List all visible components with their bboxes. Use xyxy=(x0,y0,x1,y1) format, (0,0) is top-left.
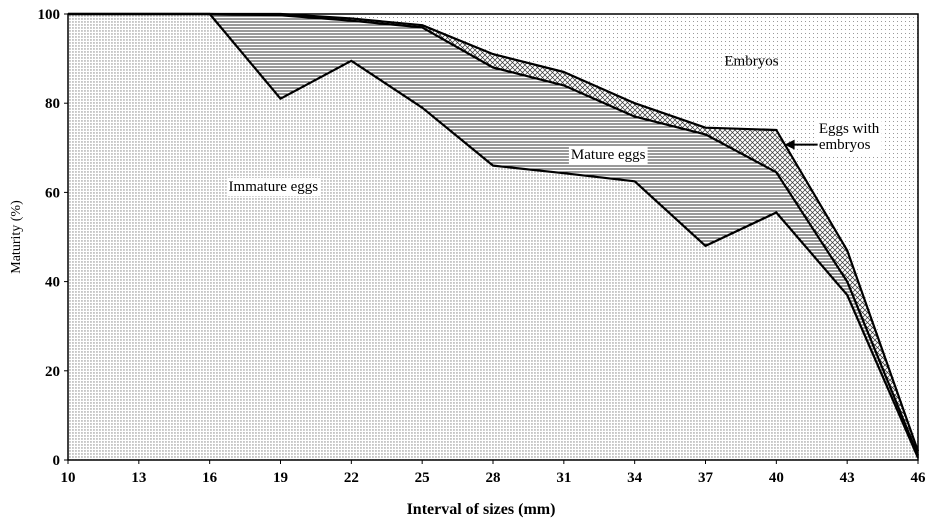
y-axis-tick-labels: 0 20 40 60 80 100 xyxy=(38,7,68,469)
arrow-head-icon xyxy=(784,139,795,150)
x-tick-label: 10 xyxy=(61,470,76,486)
x-axis-title: Interval of sizes (mm) xyxy=(407,501,556,518)
x-tick-label: 43 xyxy=(840,470,855,486)
x-tick-label: 31 xyxy=(556,470,571,486)
x-tick-label: 46 xyxy=(911,470,927,486)
label-mature-eggs: Mature eggs xyxy=(568,145,648,164)
x-tick-label: 16 xyxy=(202,470,218,486)
svg-text:Embryos: Embryos xyxy=(724,53,778,69)
x-tick-label: 40 xyxy=(769,470,784,486)
x-tick-label: 19 xyxy=(273,470,288,486)
x-tick-label: 25 xyxy=(415,470,430,486)
area-immature-eggs xyxy=(68,14,918,460)
x-tick-label: 37 xyxy=(698,470,714,486)
label-eggs-with-embryos: Eggs with embryos xyxy=(816,120,882,155)
y-tick-label: 60 xyxy=(45,185,60,201)
x-tick-label: 34 xyxy=(627,470,643,486)
area-series-group xyxy=(68,12,920,460)
label-embryos: Embryos xyxy=(724,53,778,69)
y-tick-label: 100 xyxy=(38,7,61,23)
x-tick-label: 28 xyxy=(486,470,501,486)
x-tick-label: 22 xyxy=(344,470,359,486)
area-embryos xyxy=(68,14,918,452)
svg-text:Mature eggs: Mature eggs xyxy=(571,147,646,163)
y-tick-label: 40 xyxy=(45,275,60,291)
x-tick-label: 13 xyxy=(131,470,146,486)
x-axis-tick-labels: 10 13 16 19 22 25 28 31 34 37 40 43 46 xyxy=(61,460,927,486)
label-immature-eggs: Immature eggs xyxy=(226,178,321,197)
y-tick-label: 20 xyxy=(45,364,60,380)
y-axis-title: Maturity (%) xyxy=(9,200,24,274)
y-tick-label: 80 xyxy=(45,96,60,112)
area-mature-eggs xyxy=(68,14,918,458)
area-annotations: Immature eggs Mature eggs Embryos Eggs with… xyxy=(226,53,882,197)
y-tick-label: 0 xyxy=(53,453,61,469)
svg-text:Immature eggs: Immature eggs xyxy=(229,179,319,195)
